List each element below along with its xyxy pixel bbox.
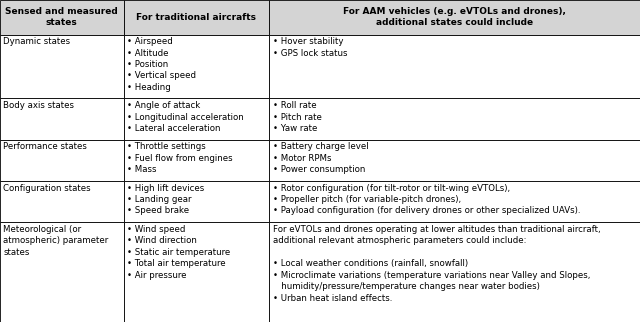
Text: Meteorological (or
atmospheric) parameter
states: Meteorological (or atmospheric) paramete… — [3, 225, 108, 257]
Bar — [124, 181, 269, 222]
Text: For AAM vehicles (e.g. eVTOLs and drones),
additional states could include: For AAM vehicles (e.g. eVTOLs and drones… — [343, 7, 566, 27]
Text: For eVTOLs and drones operating at lower altitudes than traditional aircraft,
ad: For eVTOLs and drones operating at lower… — [273, 225, 600, 303]
Text: • Rotor configuration (for tilt-rotor or tilt-wing eVTOLs),
• Propeller pitch (f: • Rotor configuration (for tilt-rotor or… — [273, 184, 580, 215]
Bar — [124, 99, 269, 140]
Bar — [0, 0, 124, 34]
Text: Sensed and measured
states: Sensed and measured states — [5, 7, 118, 27]
Bar — [269, 222, 640, 322]
Text: For traditional aircrafts: For traditional aircrafts — [136, 13, 257, 22]
Text: • Airspeed
• Altitude
• Position
• Vertical speed
• Heading: • Airspeed • Altitude • Position • Verti… — [127, 37, 196, 92]
Text: • Wind speed
• Wind direction
• Static air temperature
• Total air temperature
•: • Wind speed • Wind direction • Static a… — [127, 225, 230, 279]
Text: • Roll rate
• Pitch rate
• Yaw rate: • Roll rate • Pitch rate • Yaw rate — [273, 101, 321, 133]
Bar — [269, 181, 640, 222]
Text: Body axis states: Body axis states — [3, 101, 74, 110]
Text: • Hover stability
• GPS lock status: • Hover stability • GPS lock status — [273, 37, 347, 58]
Bar — [124, 34, 269, 99]
Text: • High lift devices
• Landing gear
• Speed brake: • High lift devices • Landing gear • Spe… — [127, 184, 204, 215]
Bar — [124, 222, 269, 322]
Bar — [0, 34, 124, 99]
Bar — [124, 140, 269, 181]
Bar — [269, 99, 640, 140]
Bar — [269, 140, 640, 181]
Bar — [0, 99, 124, 140]
Bar — [124, 0, 269, 34]
Text: • Throttle settings
• Fuel flow from engines
• Mass: • Throttle settings • Fuel flow from eng… — [127, 142, 232, 174]
Text: Configuration states: Configuration states — [3, 184, 91, 193]
Bar — [269, 34, 640, 99]
Text: Dynamic states: Dynamic states — [3, 37, 70, 46]
Text: Performance states: Performance states — [3, 142, 87, 151]
Bar — [0, 181, 124, 222]
Bar — [0, 222, 124, 322]
Bar — [0, 140, 124, 181]
Text: • Battery charge level
• Motor RPMs
• Power consumption: • Battery charge level • Motor RPMs • Po… — [273, 142, 368, 174]
Text: • Angle of attack
• Longitudinal acceleration
• Lateral acceleration: • Angle of attack • Longitudinal acceler… — [127, 101, 243, 133]
Bar — [269, 0, 640, 34]
